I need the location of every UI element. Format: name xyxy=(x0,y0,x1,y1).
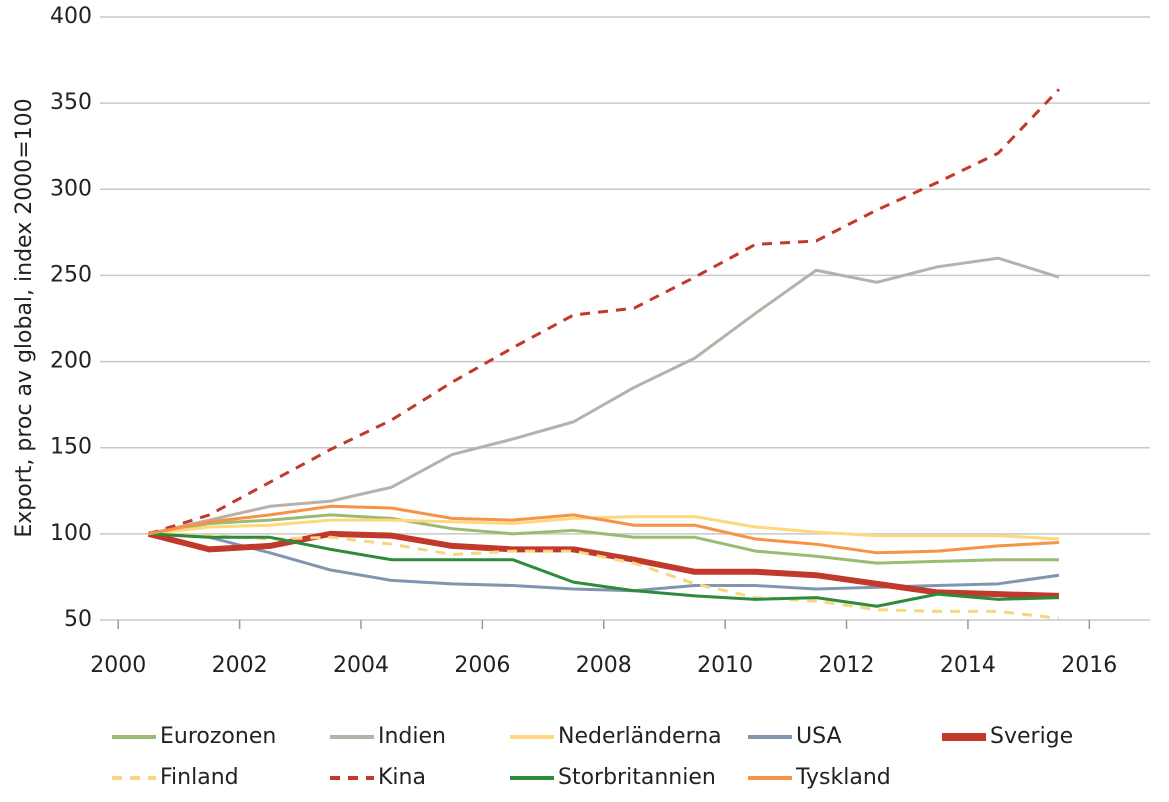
x-tick-label: 2006 xyxy=(454,653,510,678)
series-line xyxy=(148,88,1061,536)
legend-label: Finland xyxy=(160,765,239,790)
legend-label: Sverige xyxy=(990,724,1073,749)
x-tick-label: 2014 xyxy=(940,653,996,678)
y-tick-label: 200 xyxy=(50,349,92,374)
y-tick-label: 350 xyxy=(50,90,92,115)
legend-label: USA xyxy=(796,724,842,749)
y-axis-label: Export, proc av global, index 2000=100 xyxy=(12,98,37,537)
series-line xyxy=(148,532,1060,620)
y-tick-label: 50 xyxy=(64,607,92,632)
legend-label: Nederländerna xyxy=(558,724,722,749)
series-line xyxy=(148,513,1059,565)
legend-label: Kina xyxy=(378,765,426,790)
x-tick-label: 2010 xyxy=(697,653,753,678)
series-line xyxy=(148,532,1060,608)
legend-label: Eurozonen xyxy=(160,724,276,749)
y-tick-label: 150 xyxy=(50,435,92,460)
series-line xyxy=(148,504,1060,555)
legend-label: Indien xyxy=(378,724,446,749)
y-tick-label: 400 xyxy=(50,4,92,29)
y-tick-label: 300 xyxy=(50,176,92,201)
series-line xyxy=(148,515,1060,541)
legend-label: Tyskland xyxy=(795,765,891,790)
y-tick-label: 250 xyxy=(50,262,92,287)
x-tick-label: 2016 xyxy=(1061,653,1117,678)
x-tick-label: 2004 xyxy=(333,653,389,678)
series-line xyxy=(148,256,1060,536)
legend-label: Storbritannien xyxy=(558,765,716,790)
x-tick-label: 2008 xyxy=(576,653,632,678)
series-line xyxy=(147,530,1060,599)
x-tick-label: 2012 xyxy=(819,653,875,678)
x-tick-label: 2002 xyxy=(212,653,268,678)
y-tick-label: 100 xyxy=(50,521,92,546)
x-tick-label: 2000 xyxy=(90,653,146,678)
